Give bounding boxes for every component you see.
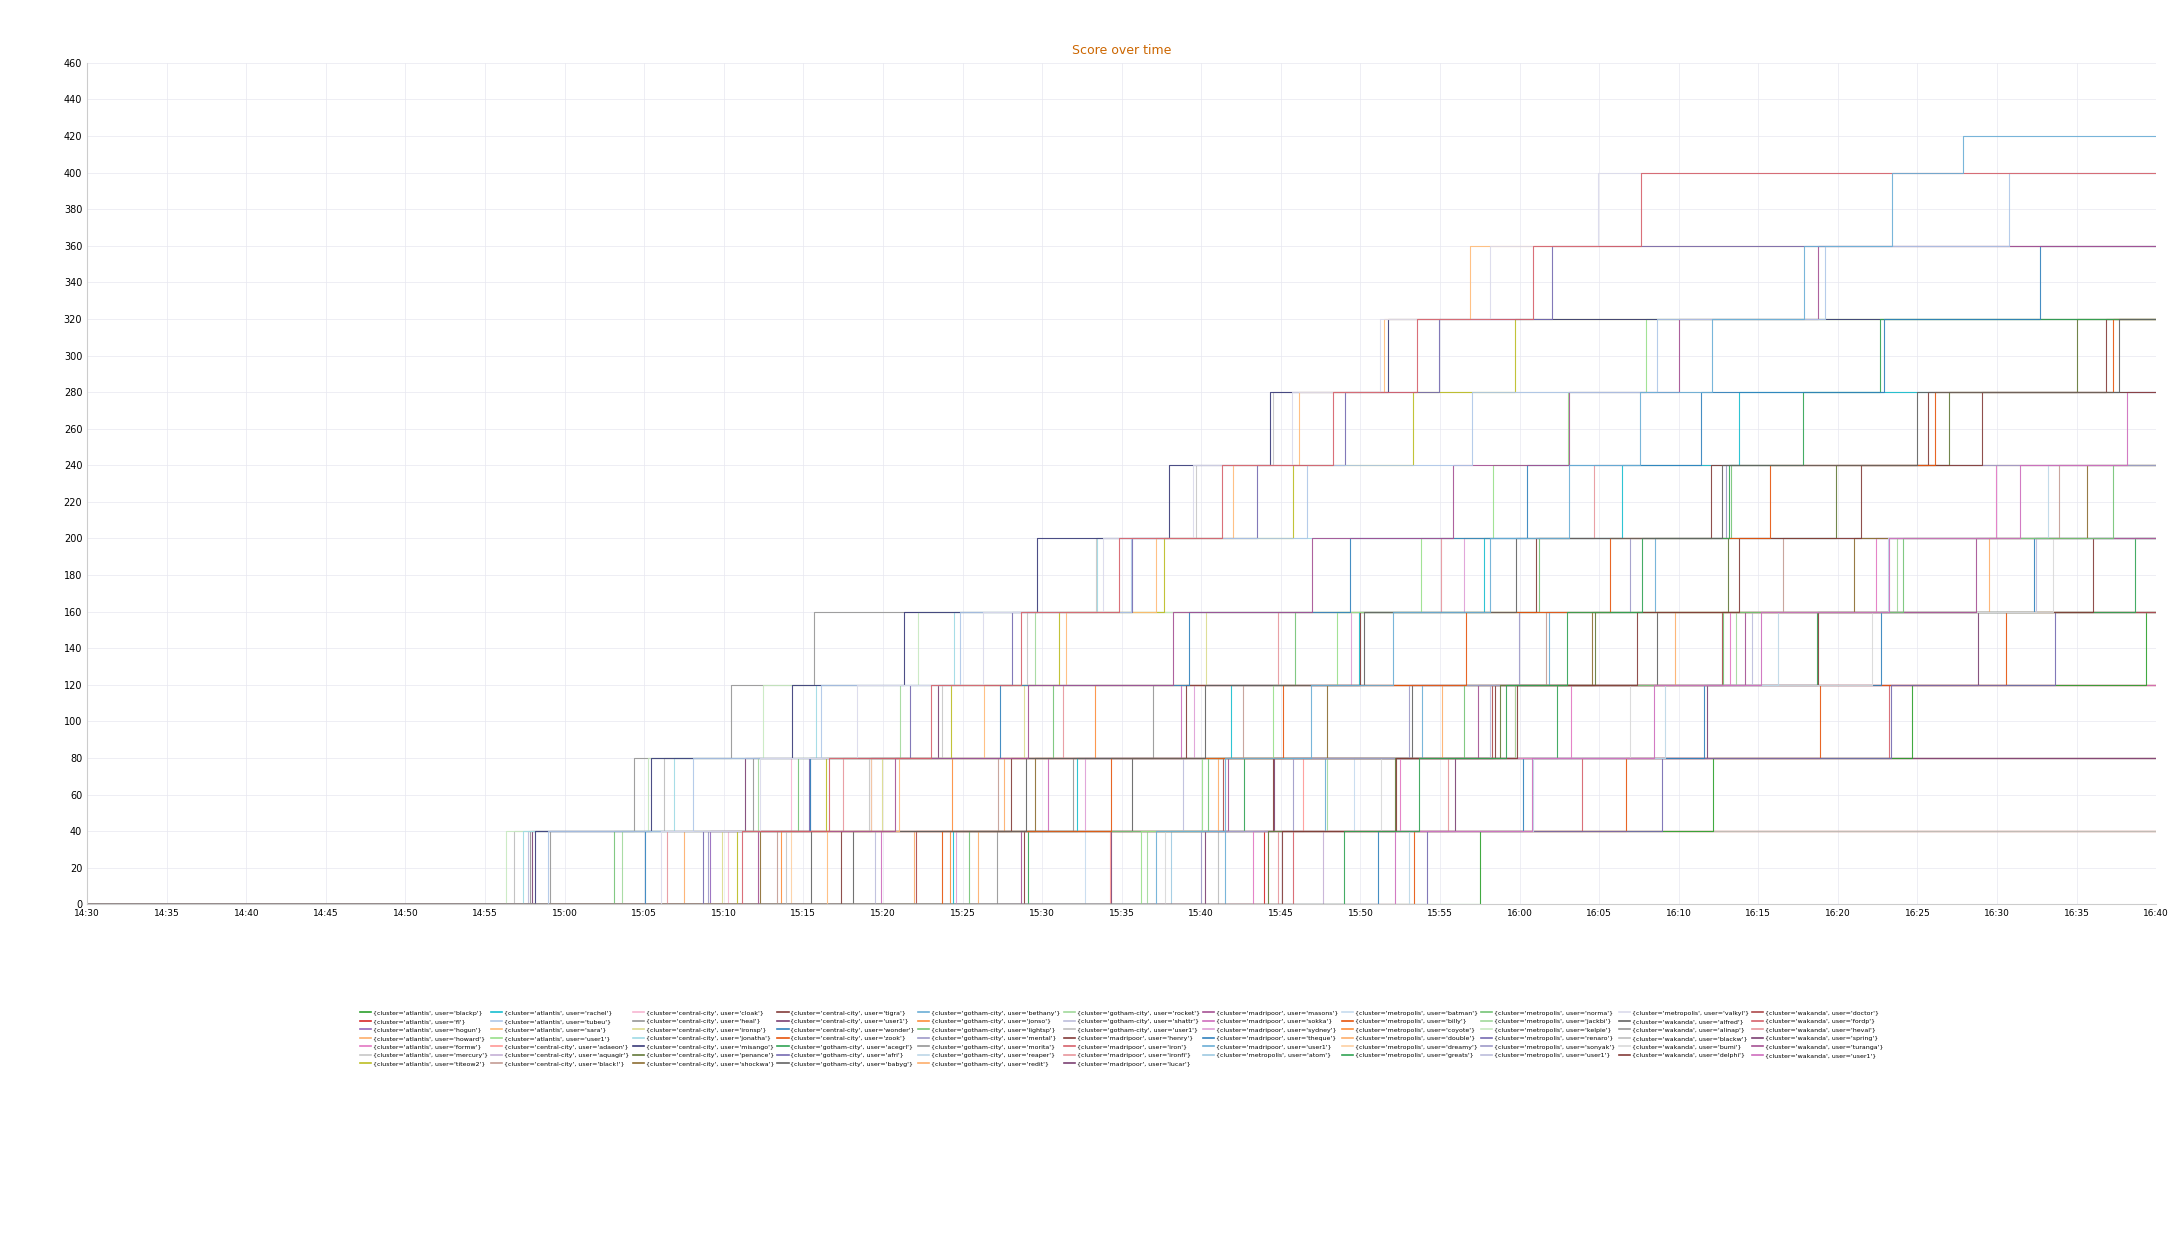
Legend: {cluster='atlantis', user='blackp'}, {cluster='atlantis', user='fl'}, {cluster=': {cluster='atlantis', user='blackp'}, {cl…	[357, 1009, 1886, 1069]
Title: Score over time: Score over time	[1072, 44, 1172, 58]
